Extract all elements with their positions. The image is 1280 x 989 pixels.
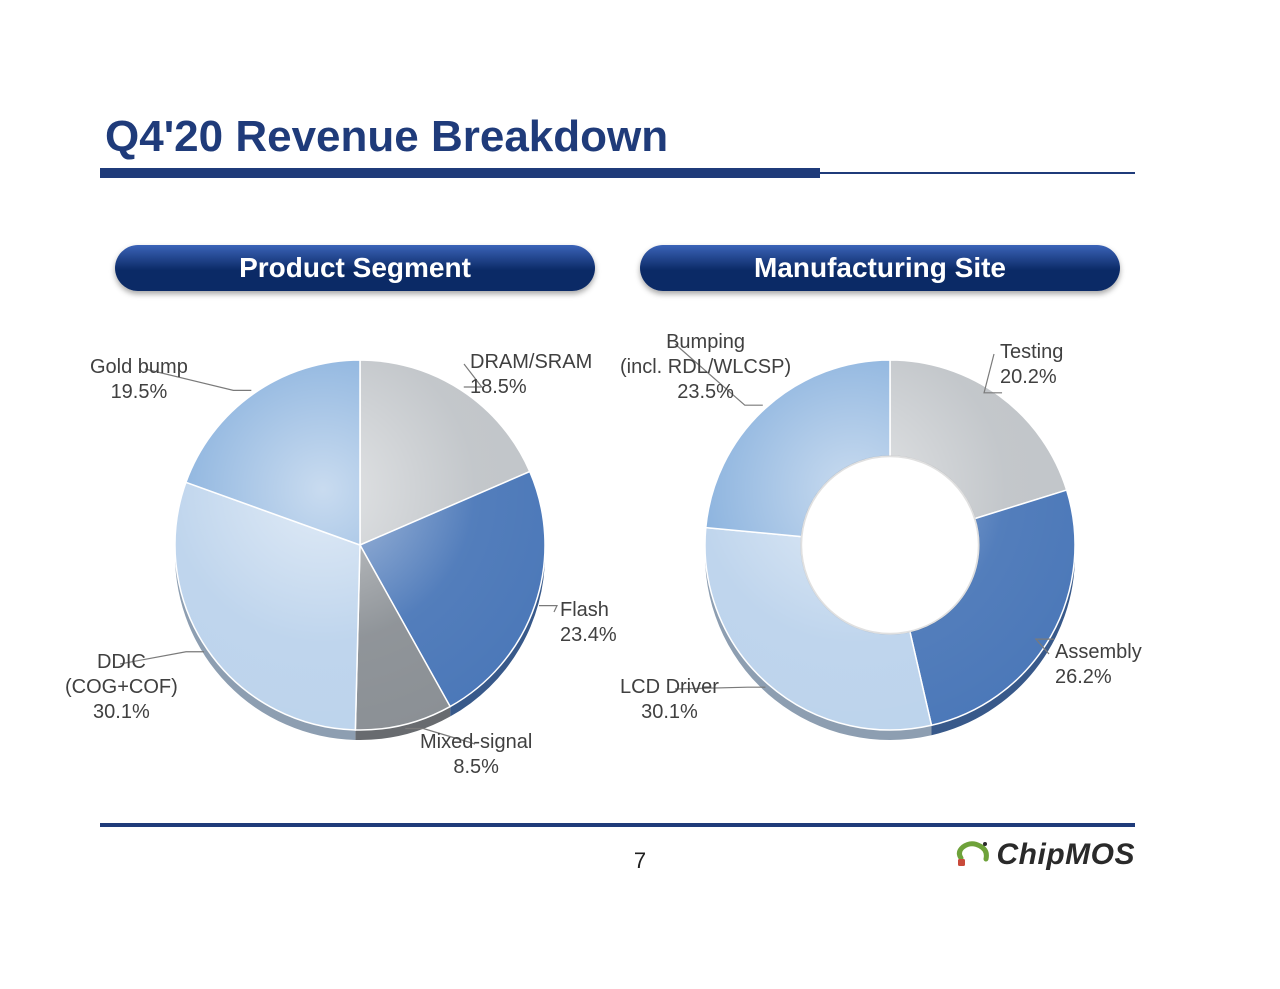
product-segment-chart: DRAM/SRAM18.5% Flash23.4% Mixed-signal8.5%…	[80, 330, 640, 800]
chart-label: Testing20.2%	[1000, 340, 1063, 390]
title-underline	[100, 168, 1135, 178]
logo-mark-icon	[955, 840, 989, 870]
chart-label: LCD Driver30.1%	[620, 675, 719, 725]
chart-label: Gold bump19.5%	[90, 355, 188, 405]
manufacturing-site-chart: Testing20.2% Assembly26.2% LCD Driver30.1%…	[610, 330, 1170, 800]
chart-label: Flash23.4%	[560, 598, 617, 648]
chart-label: Assembly26.2%	[1055, 640, 1142, 690]
right-panel-header: Manufacturing Site	[640, 245, 1120, 291]
brand-logo: ChipMOS	[955, 838, 1136, 872]
brand-name: ChipMOS	[997, 838, 1136, 872]
page-title: Q4'20 Revenue Breakdown	[105, 112, 668, 162]
chart-label: DRAM/SRAM18.5%	[470, 350, 592, 400]
left-panel-header: Product Segment	[115, 245, 595, 291]
chart-label: Mixed-signal8.5%	[420, 730, 532, 780]
chart-label: Bumping (incl. RDL/WLCSP)23.5%	[620, 330, 791, 405]
footer-rule	[100, 823, 1135, 827]
chart-label: DDIC (COG+COF)30.1%	[65, 650, 178, 725]
slide: Q4'20 Revenue Breakdown Product Segment …	[0, 0, 1280, 989]
